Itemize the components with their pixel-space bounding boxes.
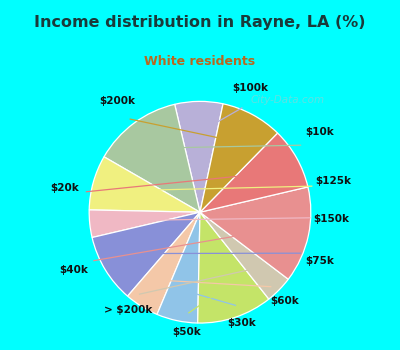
Text: $50k: $50k (172, 327, 201, 337)
Wedge shape (198, 212, 269, 323)
Wedge shape (89, 157, 200, 212)
Text: $10k: $10k (305, 127, 334, 138)
Text: White residents: White residents (144, 55, 256, 68)
Text: $40k: $40k (59, 265, 88, 275)
Text: > $200k: > $200k (104, 305, 152, 315)
Wedge shape (200, 104, 278, 212)
Text: $100k: $100k (232, 83, 268, 93)
Text: $125k: $125k (315, 176, 351, 186)
Text: Income distribution in Rayne, LA (%): Income distribution in Rayne, LA (%) (34, 15, 366, 29)
Text: $20k: $20k (50, 183, 79, 193)
Text: $150k: $150k (313, 214, 349, 224)
Text: $75k: $75k (305, 256, 334, 266)
Wedge shape (200, 187, 311, 279)
Text: $200k: $200k (99, 96, 135, 106)
Wedge shape (157, 212, 200, 323)
Text: $30k: $30k (228, 318, 256, 328)
Wedge shape (89, 210, 200, 238)
Wedge shape (200, 212, 288, 299)
Text: $60k: $60k (270, 296, 299, 306)
Wedge shape (104, 104, 200, 212)
Wedge shape (92, 212, 200, 296)
Wedge shape (200, 133, 308, 212)
Wedge shape (175, 102, 223, 212)
Text: City-Data.com: City-Data.com (251, 96, 325, 105)
Wedge shape (128, 212, 200, 314)
